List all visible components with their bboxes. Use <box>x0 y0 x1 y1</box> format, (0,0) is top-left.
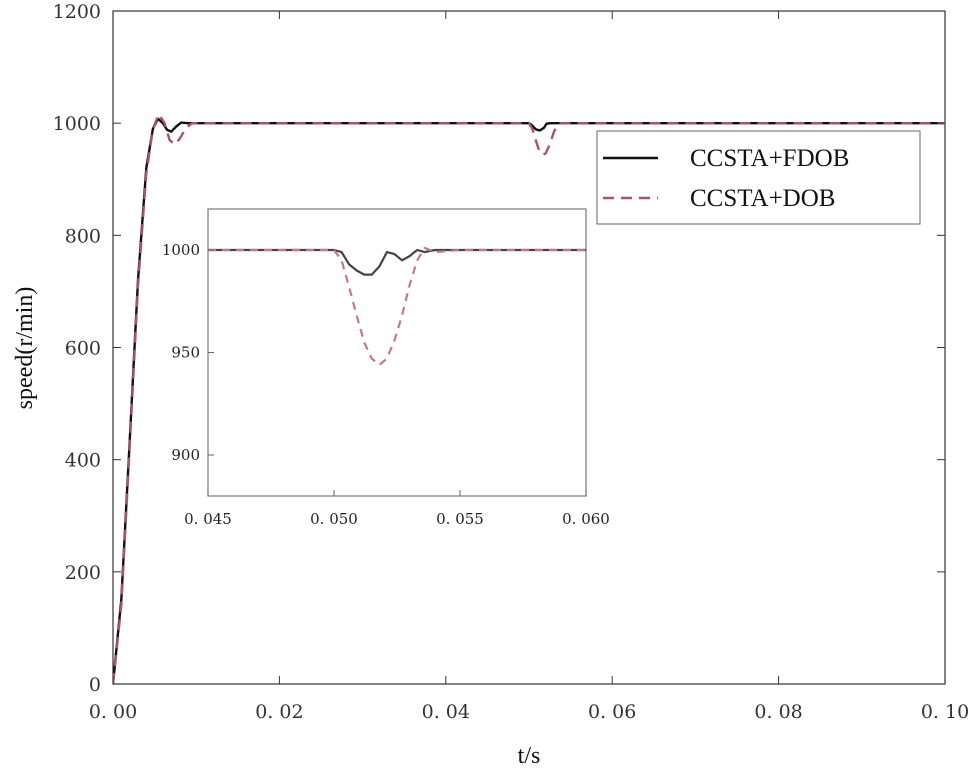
main-x-tick-label: 0. 04 <box>422 701 470 723</box>
main-y-tick-label: 0 <box>89 674 101 696</box>
main-y-tick-label: 1000 <box>53 113 101 135</box>
main-x-tick-label: 0. 06 <box>588 701 636 723</box>
inset-plot-frame <box>207 208 587 497</box>
legend-label-fdob: CCSTA+FDOB <box>690 145 849 172</box>
legend-label-dob: CCSTA+DOB <box>690 185 835 212</box>
main-y-tick-label: 800 <box>65 225 101 247</box>
inset-y-tick-label: 1000 <box>162 241 200 259</box>
main-y-tick-label: 1200 <box>53 1 101 23</box>
inset-series-dob-line <box>208 246 586 366</box>
main-y-tick-label: 600 <box>65 338 101 360</box>
main-y-tick-label: 400 <box>65 450 101 472</box>
main-x-tick-label: 0. 08 <box>754 701 802 723</box>
inset-chart: 0. 045 0. 050 0. 055 0. 060 900 950 1000 <box>162 208 610 528</box>
legend: CCSTA+FDOB CCSTA+DOB <box>596 130 921 225</box>
y-axis-title: speed(r/min) <box>12 287 38 410</box>
inset-x-tick-label: 0. 050 <box>310 510 358 528</box>
main-x-tick-label: 0. 00 <box>89 701 137 723</box>
x-axis-title: t/s <box>518 743 541 769</box>
main-series-dob-line <box>113 113 945 684</box>
main-x-tick-label: 0. 10 <box>921 701 969 723</box>
main-y-tick-label: 200 <box>65 562 101 584</box>
inset-y-tick-label: 950 <box>171 344 200 362</box>
main-x-tick-label: 0. 02 <box>255 701 303 723</box>
inset-x-tick-label: 0. 060 <box>562 510 610 528</box>
inset-y-tick-label: 900 <box>171 446 200 464</box>
inset-x-tick-label: 0. 045 <box>184 510 232 528</box>
inset-x-tick-label: 0. 055 <box>436 510 484 528</box>
legend-box <box>596 130 921 225</box>
inset-series-fdob-line <box>208 248 586 276</box>
